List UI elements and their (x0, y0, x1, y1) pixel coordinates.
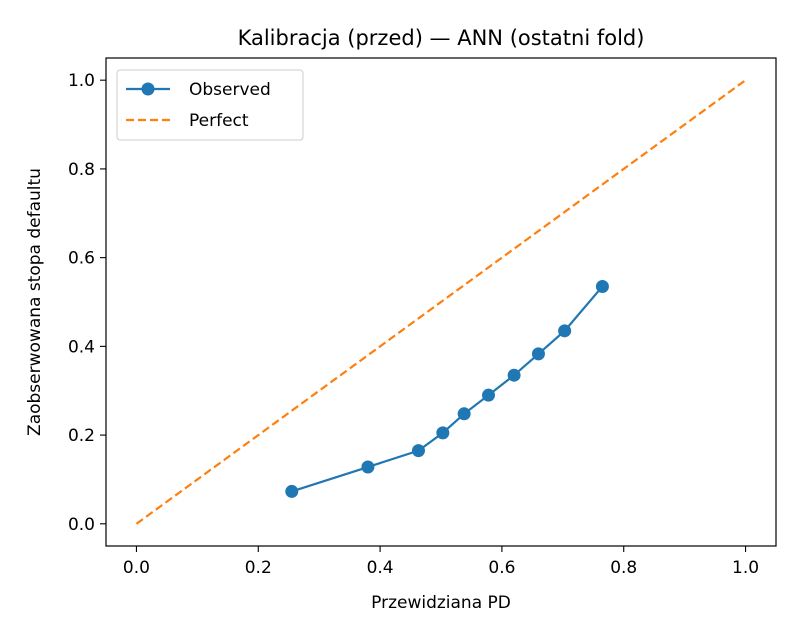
data-point-observed (595, 279, 609, 293)
y-tick-label: 0.6 (68, 249, 95, 269)
legend-label-perfect: Perfect (189, 111, 249, 131)
legend-label-observed: Observed (189, 80, 271, 100)
y-tick-label: 1.0 (68, 71, 95, 91)
y-tick-label: 0.0 (68, 515, 95, 535)
x-tick-label: 0.0 (123, 558, 150, 578)
legend-item-perfect: Perfect (126, 111, 249, 131)
legend-marker-observed (141, 82, 155, 96)
data-point-observed (482, 388, 496, 402)
x-axis-ticks: 0.0 0.2 0.4 0.6 0.8 1.0 (123, 546, 759, 578)
y-tick-label: 0.2 (68, 426, 95, 446)
plot-area: 0.0 0.2 0.4 0.6 0.8 1.0 0.0 0.2 0.4 0.6 0.8 1.0 (68, 57, 777, 578)
y-tick-label: 0.4 (68, 337, 95, 357)
data-point-observed (507, 368, 521, 382)
y-axis-label: Zaobserwowana stopa defaultu (25, 168, 45, 436)
legend-item-observed: Observed (126, 80, 271, 100)
x-tick-label: 0.2 (245, 558, 272, 578)
series-line-perfect (135, 79, 747, 525)
data-point-observed (361, 460, 375, 474)
x-axis-label: Przewidziana PD (371, 593, 511, 613)
axes-frame (105, 57, 777, 547)
data-point-observed (285, 484, 299, 498)
series-layer (135, 79, 747, 525)
series-line-observed (291, 285, 604, 493)
x-tick-label: 1.0 (732, 558, 759, 578)
x-tick-label: 0.6 (488, 558, 515, 578)
legend: Observed Perfect (116, 69, 304, 141)
y-tick-label: 0.8 (68, 160, 95, 180)
data-point-observed (436, 426, 450, 440)
data-point-observed (531, 347, 545, 361)
x-tick-label: 0.4 (367, 558, 394, 578)
data-point-observed (411, 444, 425, 458)
chart-title: Kalibracja (przed) — ANN (ostatni fold) (238, 26, 645, 50)
data-point-observed (558, 324, 572, 338)
x-tick-label: 0.8 (610, 558, 637, 578)
legend-box (116, 69, 304, 141)
data-point-observed (457, 407, 471, 421)
y-axis-ticks: 0.0 0.2 0.4 0.6 0.8 1.0 (68, 71, 106, 535)
